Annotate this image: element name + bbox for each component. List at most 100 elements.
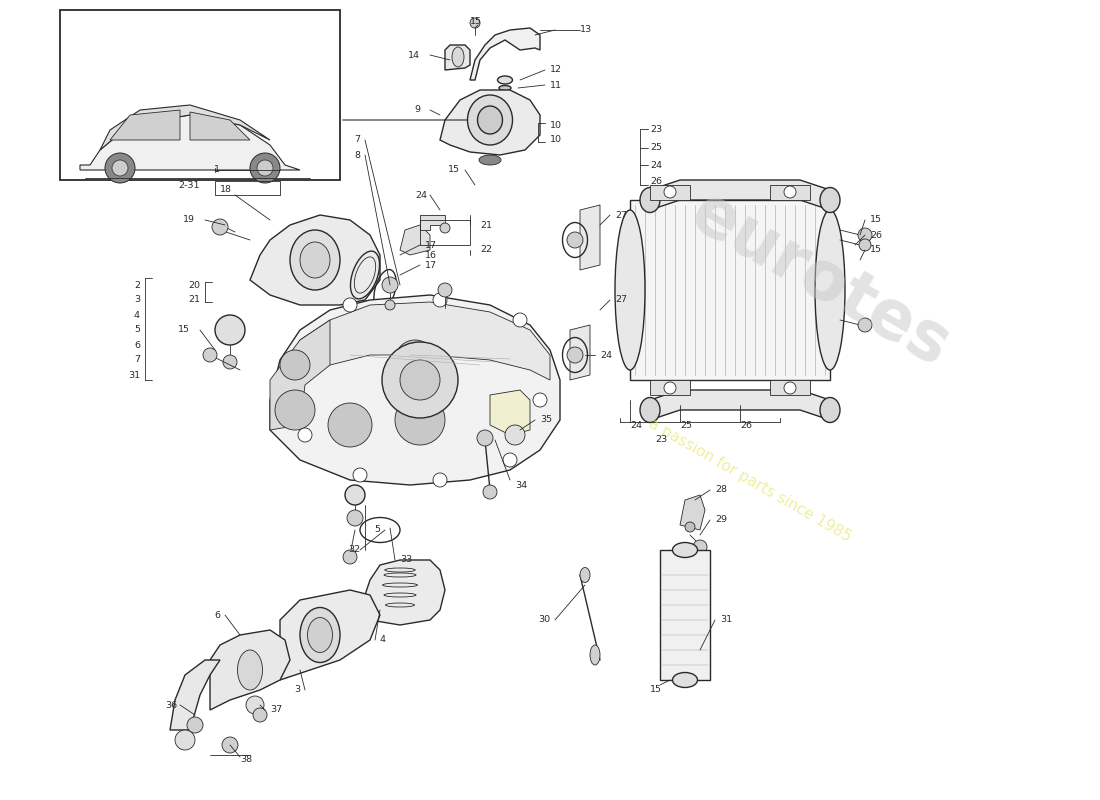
Circle shape <box>513 313 527 327</box>
Circle shape <box>246 696 264 714</box>
Text: 14: 14 <box>408 50 420 59</box>
Circle shape <box>433 293 447 307</box>
Text: 13: 13 <box>580 26 592 34</box>
Text: 12: 12 <box>550 66 562 74</box>
Ellipse shape <box>238 650 263 690</box>
Circle shape <box>275 390 315 430</box>
Ellipse shape <box>478 155 500 165</box>
Text: 27: 27 <box>615 295 627 305</box>
Polygon shape <box>446 45 470 70</box>
Circle shape <box>222 737 238 753</box>
Text: 4: 4 <box>379 635 386 645</box>
Text: 24: 24 <box>415 190 427 199</box>
Circle shape <box>433 473 447 487</box>
Text: 33: 33 <box>400 555 412 565</box>
Text: 21: 21 <box>188 295 200 305</box>
Circle shape <box>395 395 446 445</box>
Polygon shape <box>420 215 446 230</box>
Circle shape <box>505 425 525 445</box>
Circle shape <box>250 153 280 183</box>
Polygon shape <box>440 90 540 155</box>
Circle shape <box>382 342 458 418</box>
Text: 19: 19 <box>183 215 195 225</box>
Text: 25: 25 <box>650 143 662 153</box>
Text: a passion for parts since 1985: a passion for parts since 1985 <box>646 416 854 544</box>
Circle shape <box>395 340 434 380</box>
Circle shape <box>343 298 358 312</box>
Text: 23: 23 <box>650 126 662 134</box>
Circle shape <box>353 468 367 482</box>
Circle shape <box>784 186 796 198</box>
Polygon shape <box>270 295 560 485</box>
Text: 28: 28 <box>715 486 727 494</box>
Text: 11: 11 <box>550 81 562 90</box>
Circle shape <box>214 315 245 345</box>
Text: 32: 32 <box>348 546 360 554</box>
Circle shape <box>664 186 676 198</box>
Text: 22: 22 <box>480 246 492 254</box>
Bar <box>420 220 470 245</box>
Bar <box>770 185 810 200</box>
Circle shape <box>503 453 517 467</box>
Text: 3: 3 <box>134 295 140 305</box>
Circle shape <box>345 485 365 505</box>
Text: 20: 20 <box>188 281 200 290</box>
Circle shape <box>477 430 493 446</box>
Circle shape <box>343 550 358 564</box>
Text: 17: 17 <box>425 241 437 250</box>
Circle shape <box>257 160 273 176</box>
Text: 36: 36 <box>165 701 177 710</box>
Text: 5: 5 <box>374 526 379 534</box>
Circle shape <box>280 350 310 380</box>
Polygon shape <box>80 115 300 170</box>
Bar <box>630 200 830 380</box>
Circle shape <box>470 18 480 28</box>
Polygon shape <box>250 215 380 305</box>
Text: 9: 9 <box>414 106 420 114</box>
Ellipse shape <box>452 47 464 67</box>
Polygon shape <box>650 390 830 420</box>
Ellipse shape <box>820 187 840 213</box>
Circle shape <box>253 708 267 722</box>
Text: 24: 24 <box>630 421 642 430</box>
Circle shape <box>112 160 128 176</box>
Circle shape <box>204 348 217 362</box>
Text: 2: 2 <box>134 281 140 290</box>
Ellipse shape <box>672 673 697 687</box>
Text: 34: 34 <box>515 481 527 490</box>
Ellipse shape <box>497 76 513 84</box>
Circle shape <box>382 277 398 293</box>
Ellipse shape <box>468 95 513 145</box>
Polygon shape <box>280 590 380 680</box>
Circle shape <box>346 510 363 526</box>
Polygon shape <box>170 660 220 730</box>
Circle shape <box>858 228 872 242</box>
Text: 4: 4 <box>134 310 140 319</box>
Bar <box>650 380 690 395</box>
Text: 26: 26 <box>870 230 882 239</box>
Polygon shape <box>680 495 705 530</box>
Text: 24: 24 <box>600 350 612 359</box>
Text: 17: 17 <box>425 261 437 270</box>
Text: 31: 31 <box>720 615 733 625</box>
Text: 18: 18 <box>220 186 232 194</box>
Circle shape <box>187 717 204 733</box>
Text: 6: 6 <box>134 341 140 350</box>
Polygon shape <box>190 112 250 140</box>
Circle shape <box>859 239 871 251</box>
Text: 26: 26 <box>740 421 752 430</box>
Ellipse shape <box>290 230 340 290</box>
Circle shape <box>784 382 796 394</box>
Text: 25: 25 <box>680 421 692 430</box>
Circle shape <box>566 232 583 248</box>
Ellipse shape <box>580 567 590 582</box>
Circle shape <box>685 522 695 532</box>
Text: 15: 15 <box>650 686 662 694</box>
Text: 35: 35 <box>540 415 552 425</box>
Circle shape <box>400 360 440 400</box>
Ellipse shape <box>300 242 330 278</box>
Bar <box>60 10 340 180</box>
Bar <box>770 380 810 395</box>
Ellipse shape <box>477 106 503 134</box>
Polygon shape <box>100 105 270 150</box>
